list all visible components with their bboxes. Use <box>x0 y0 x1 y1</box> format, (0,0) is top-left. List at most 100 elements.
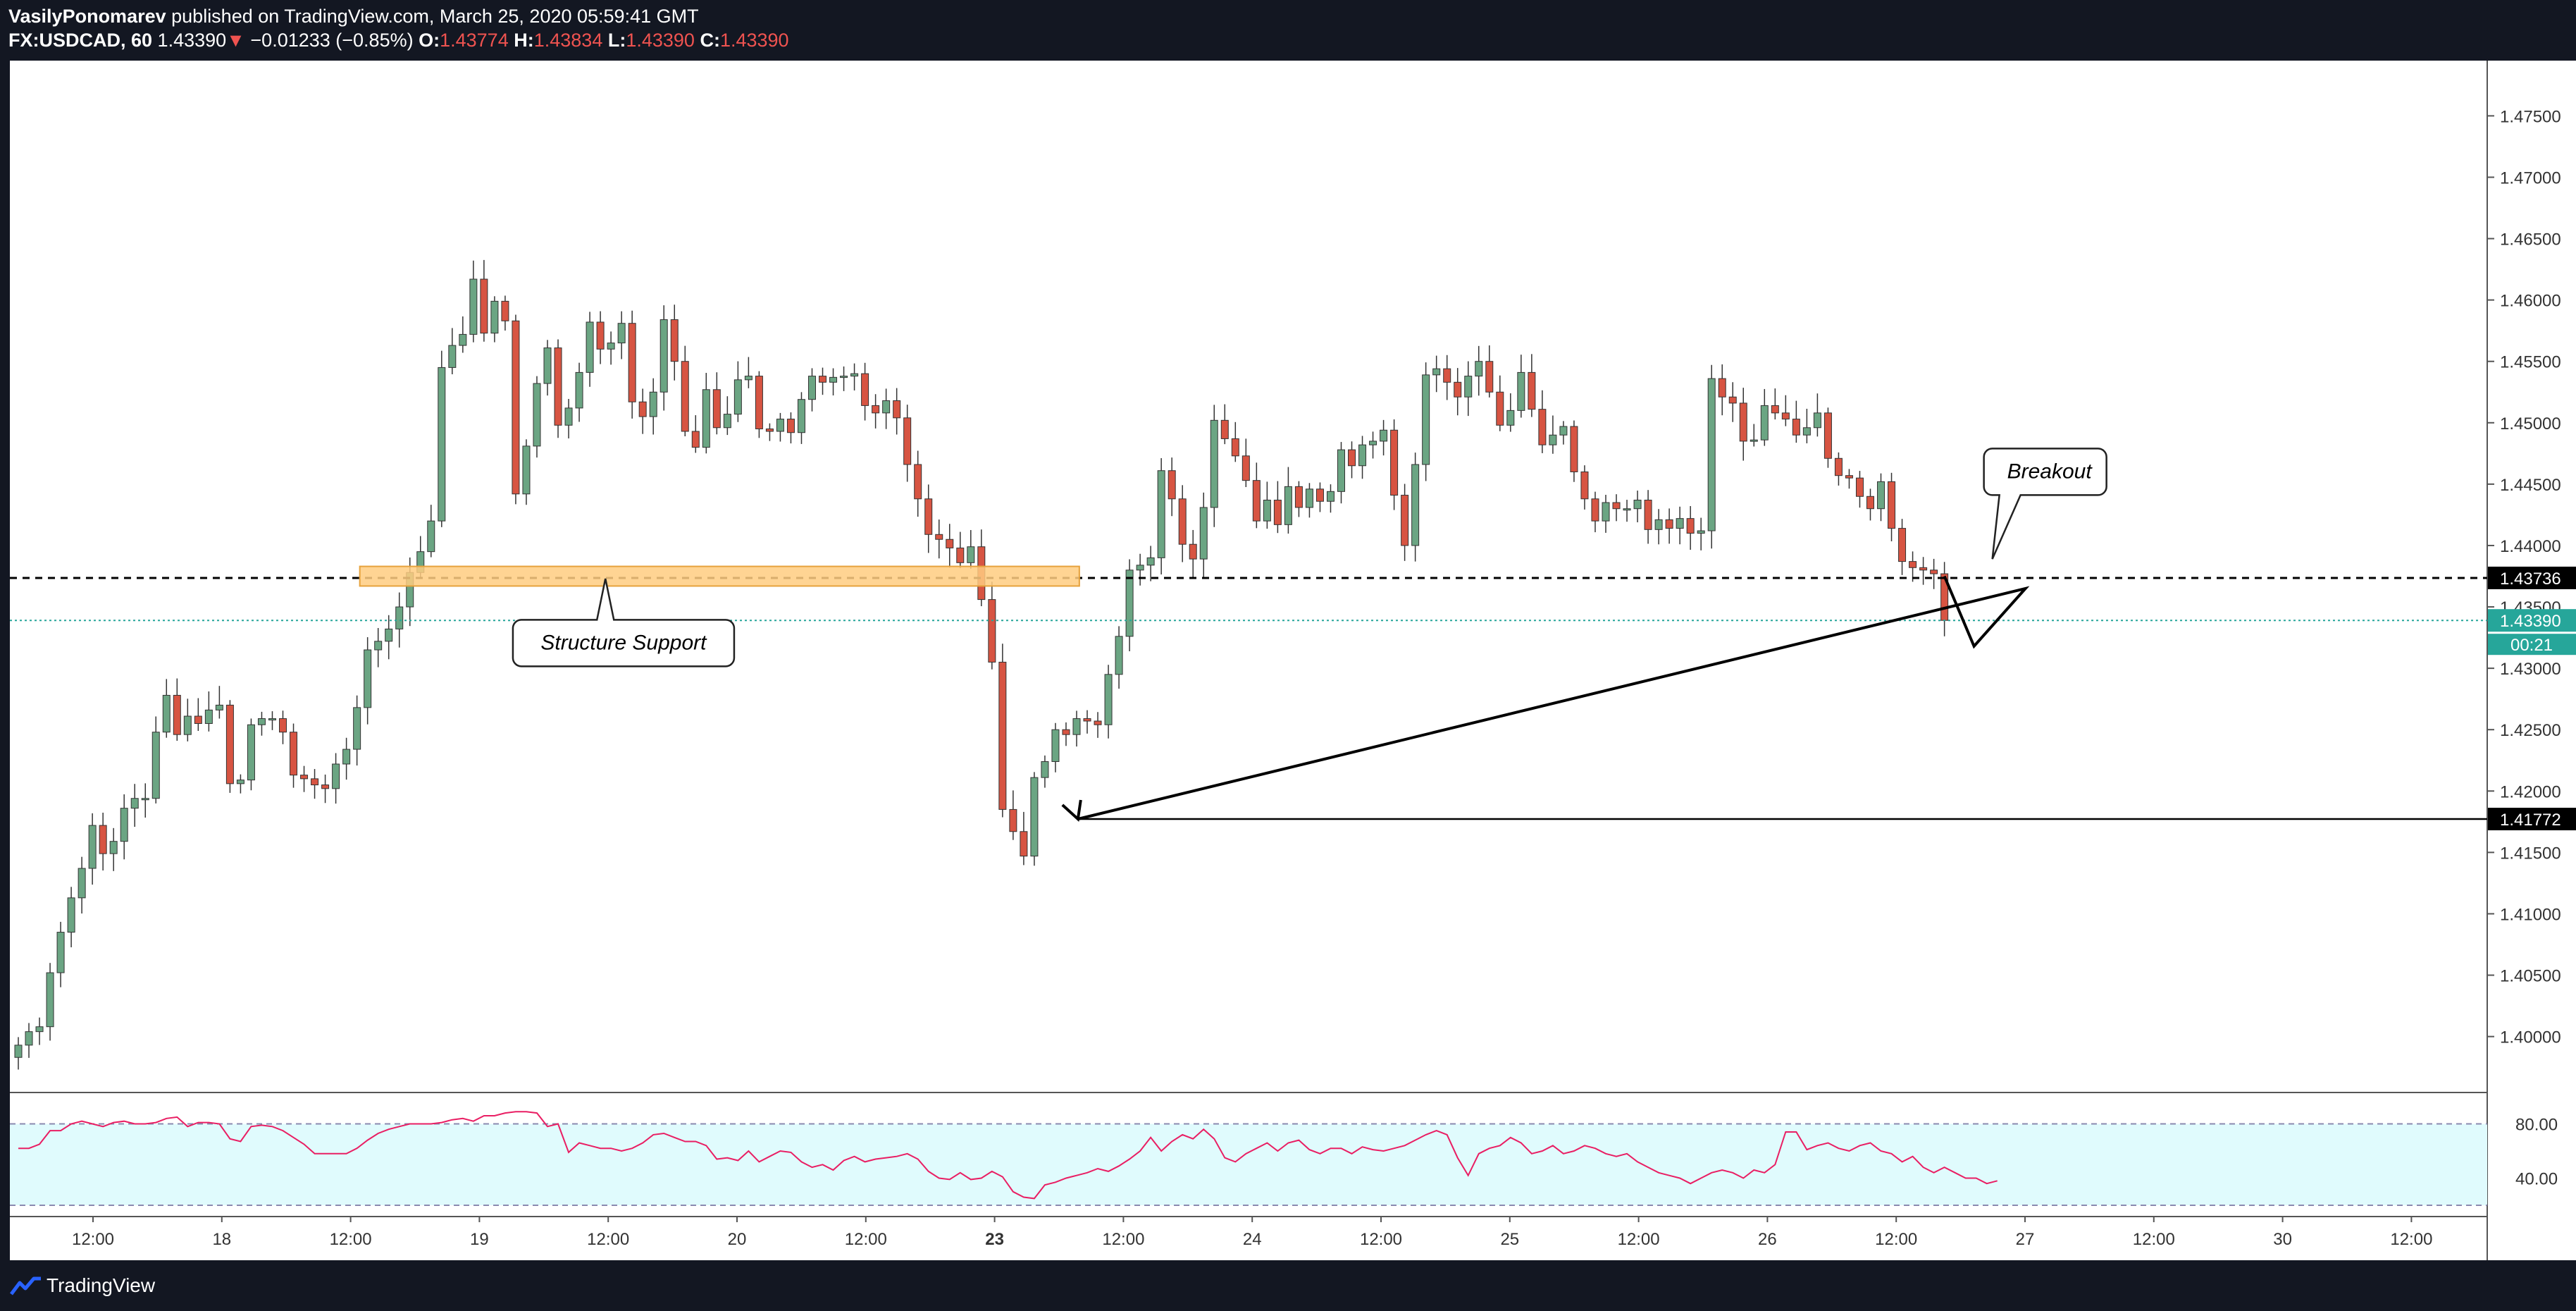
symbol-label[interactable]: FX:USDCAD, 60 <box>8 30 153 51</box>
candle-body <box>1104 674 1113 725</box>
candle-body <box>300 775 309 780</box>
candle-body <box>1168 470 1176 500</box>
candle-body <box>1020 831 1028 857</box>
x-tick-label: 26 <box>1758 1230 1777 1249</box>
x-tick-label: 12:00 <box>587 1230 629 1249</box>
candle-body <box>35 1026 44 1033</box>
candle-body <box>914 464 922 500</box>
rsi-pane[interactable]: 80.00 40.00 <box>10 1111 2558 1206</box>
candle-body <box>1909 561 1917 568</box>
candle-body <box>1115 636 1123 675</box>
candle-body <box>1485 361 1494 393</box>
candle-body <box>427 520 435 553</box>
drawings-layer[interactable]: Breakout Structure Support <box>10 448 2487 823</box>
resistance-price-badge[interactable]: 1.43736 <box>2500 570 2561 589</box>
candle-body <box>1834 457 1843 476</box>
price-chart[interactable]: Breakout Structure Support 80.00 40.00 1.4… <box>10 61 2576 1260</box>
publish-info: VasilyPonomarev published on TradingView… <box>8 4 699 28</box>
author-name[interactable]: VasilyPonomarev <box>8 6 166 27</box>
y-tick-label: 1.42000 <box>2500 782 2561 801</box>
countdown-bg <box>2488 634 2576 656</box>
candle-body <box>1348 449 1356 467</box>
candle-body <box>607 343 615 350</box>
candle-body <box>279 718 287 733</box>
chart-area[interactable]: Breakout Structure Support 80.00 40.00 1.4… <box>10 61 2576 1260</box>
candle-body <box>1750 439 1758 442</box>
candle-body <box>332 763 340 789</box>
candle-body <box>1305 488 1313 508</box>
x-tick-label: 12:00 <box>2133 1230 2175 1249</box>
candle-body <box>776 419 784 432</box>
projection-arrow-head[interactable] <box>1061 799 1082 823</box>
candle-body <box>1475 361 1483 377</box>
candle-body <box>956 547 965 563</box>
candle-body <box>1051 729 1060 762</box>
close-value: 1.43390 <box>719 30 789 51</box>
candle-body <box>850 373 859 377</box>
x-tick-label: 12:00 <box>1360 1230 1402 1249</box>
rsi-level-label: 40.00 <box>2515 1170 2558 1189</box>
candle-body <box>1337 449 1345 492</box>
candle-body <box>554 347 562 426</box>
candle-body <box>56 932 65 973</box>
candle-body <box>1602 502 1610 522</box>
target-price-badge-bg[interactable] <box>2488 808 2576 831</box>
candle-body <box>1241 455 1250 481</box>
candle-body <box>1210 419 1218 508</box>
x-tick-label: 20 <box>728 1230 747 1249</box>
candle-body <box>649 391 657 417</box>
open-value: 1.43774 <box>440 30 509 51</box>
y-tick-label: 1.41500 <box>2500 844 2561 863</box>
y-tick-label: 1.46500 <box>2500 230 2561 250</box>
candle-body <box>1380 429 1388 442</box>
time-scale[interactable]: 12:00 18 12:00 19 12:00 20 12:00 23 12:00 24 12:00… <box>72 1217 2432 1249</box>
candle-body <box>522 445 531 495</box>
symbol-legend: FX:USDCAD, 60 1.43390▼ −0.01233 (−0.85%)… <box>8 28 789 52</box>
rsi-band <box>10 1124 2487 1205</box>
candle-body <box>268 718 276 721</box>
candle-body <box>1718 378 1726 398</box>
candle-body <box>173 694 181 735</box>
candle-body <box>236 780 244 784</box>
x-tick-label: 19 <box>470 1230 489 1249</box>
candle-body <box>861 373 869 406</box>
support-zone-rect[interactable] <box>359 565 1080 587</box>
candle-body <box>681 361 689 432</box>
countdown-label: 00:21 <box>2510 636 2553 655</box>
target-price-badge[interactable]: 1.41772 <box>2500 811 2561 830</box>
candles-layer <box>14 259 1949 1070</box>
last-price-badge-bg[interactable] <box>2488 609 2576 632</box>
resistance-price-badge-bg[interactable] <box>2488 566 2576 589</box>
candle-body <box>141 798 149 801</box>
candle-body <box>1401 495 1409 546</box>
last-price-badge[interactable]: 1.43390 <box>2500 612 2561 631</box>
candle-body <box>712 389 721 429</box>
candle-body <box>670 319 679 362</box>
candle-body <box>353 707 361 750</box>
candle-body <box>1263 500 1271 522</box>
candle-body <box>691 431 700 448</box>
x-tick-label: 12:00 <box>845 1230 887 1249</box>
candle-body <box>1866 496 1874 510</box>
candle-body <box>1358 444 1367 467</box>
candle-body <box>183 715 192 735</box>
candle-body <box>1369 441 1377 445</box>
rsi-line[interactable] <box>18 1111 1998 1200</box>
candle-body <box>364 649 372 708</box>
candle-body <box>1072 718 1081 735</box>
candle-body <box>1665 519 1673 529</box>
structure-support-callout[interactable] <box>512 578 736 667</box>
candle-body <box>78 868 86 899</box>
candle-body <box>1009 808 1017 832</box>
projection-path[interactable] <box>1077 575 2030 820</box>
candle-body <box>1570 426 1578 472</box>
x-tick-label: 18 <box>212 1230 231 1249</box>
footer-brand[interactable]: TradingView <box>47 1274 156 1296</box>
candle-body <box>903 417 912 465</box>
tradingview-logo-icon[interactable] <box>10 1274 42 1297</box>
candle-body <box>882 400 891 414</box>
candle-body <box>1157 470 1165 558</box>
price-scale[interactable]: 1.47500 1.47000 1.46500 1.46000 1.45500 1.450… <box>2487 107 2576 1047</box>
breakout-label: Breakout <box>2007 460 2093 483</box>
breakout-callout[interactable] <box>1983 448 2107 560</box>
